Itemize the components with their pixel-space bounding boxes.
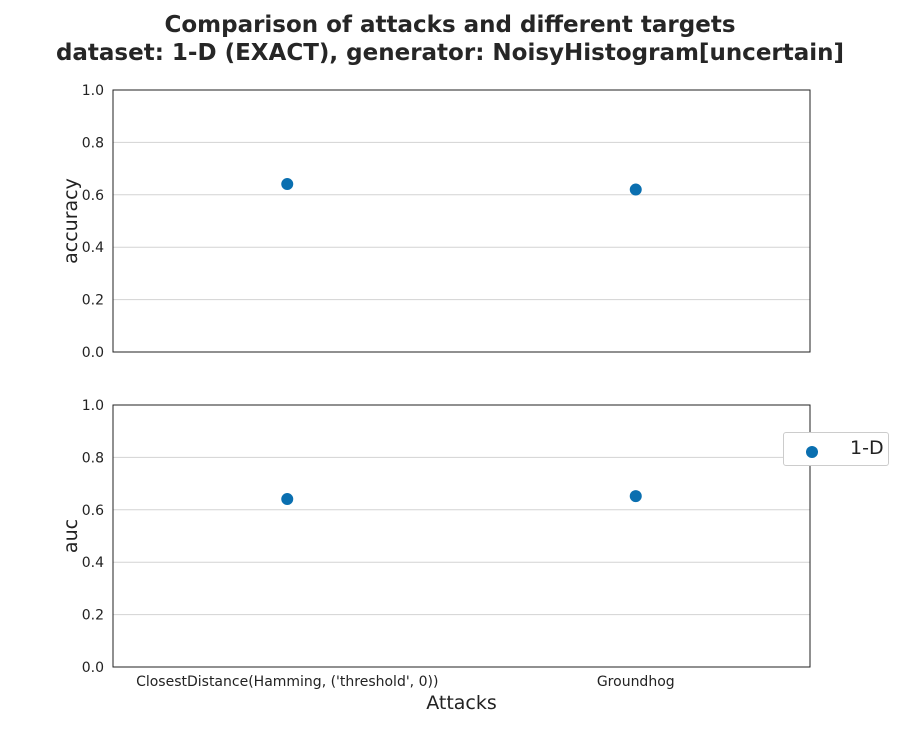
panel-2-ylabel: auc: [60, 519, 82, 553]
panel-2-xlabel: Attacks: [426, 692, 497, 714]
panel-2-axes-frame: [112, 404, 811, 668]
panel-2-xtick-label: ClosestDistance(Hamming, ('threshold', 0…: [136, 674, 438, 690]
panel-1-point-1: [281, 178, 294, 191]
panel-2-ytick-label: 0.6: [82, 503, 104, 519]
panel-2-point-1: [281, 493, 294, 506]
panel-2-point-2: [629, 490, 642, 503]
panel-1-ytick-label: 1.0: [82, 83, 104, 99]
panel-1-ytick-label: 0.6: [82, 188, 104, 204]
panel-1-ytick-label: 0.4: [82, 240, 104, 256]
panel-1-ytick-label: 0.2: [82, 293, 104, 309]
panel-1-ytick-label: 0.0: [82, 345, 104, 361]
panel-1-point-2: [629, 183, 642, 196]
legend: 1-D: [783, 432, 889, 466]
legend-label-1-d: 1-D: [850, 437, 884, 459]
panel-2-ytick-label: 0.4: [82, 555, 104, 571]
panel-1-ylabel: accuracy: [60, 178, 82, 264]
panel-2-ytick-label: 1.0: [82, 398, 104, 414]
panel-2-ytick-label: 0.8: [82, 450, 104, 466]
panel-2-ytick-label: 0.0: [82, 660, 104, 676]
chart-title-line-2: dataset: 1-D (EXACT), generator: NoisyHi…: [55, 40, 845, 66]
panel-1-axes-frame: [112, 89, 811, 353]
panel-2-xtick-label: Groundhog: [597, 674, 675, 690]
legend-marker-1-d: [806, 446, 818, 458]
panel-1-ytick-label: 0.8: [82, 135, 104, 151]
panel-2-ytick-label: 0.2: [82, 608, 104, 624]
chart-title-line-1: Comparison of attacks and different targ…: [164, 12, 736, 38]
